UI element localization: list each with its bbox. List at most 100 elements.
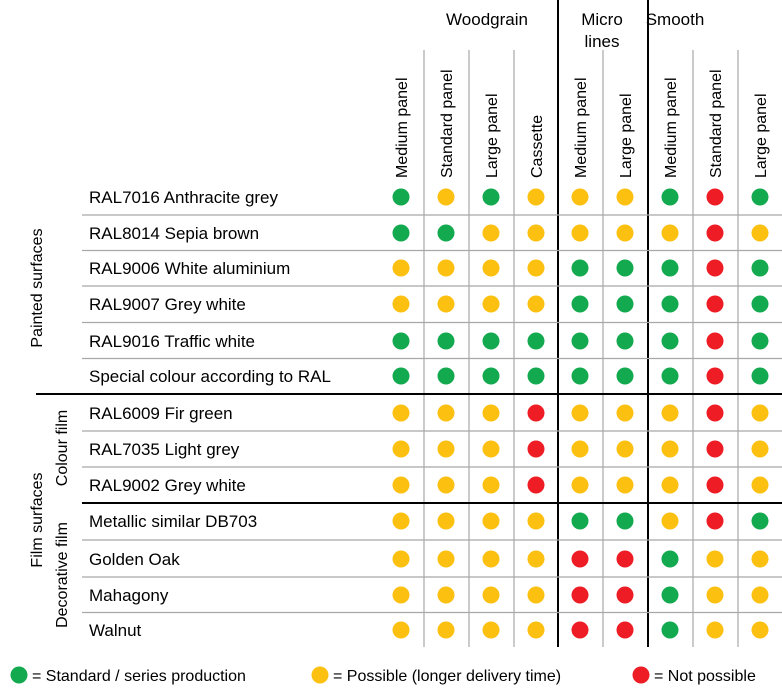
column-header: Large panel — [618, 93, 635, 178]
availability-dot — [527, 586, 545, 604]
availability-dot — [706, 586, 724, 604]
legend-text: = Standard / series production — [32, 668, 246, 685]
availability-dot — [571, 476, 589, 494]
availability-dot — [392, 550, 410, 568]
availability-dot — [616, 440, 634, 458]
availability-dot — [482, 259, 500, 277]
availability-dot — [751, 476, 769, 494]
availability-dot — [527, 295, 545, 313]
availability-dot — [392, 188, 410, 206]
availability-dot — [706, 440, 724, 458]
column-header: Cassette — [529, 115, 546, 178]
availability-dot — [482, 295, 500, 313]
availability-dot — [437, 404, 455, 422]
table-row: RAL8014 Sepia brown — [89, 224, 769, 243]
availability-dot — [392, 367, 410, 385]
availability-dot — [482, 332, 500, 350]
row-label: Walnut — [89, 621, 142, 640]
availability-dot — [661, 440, 679, 458]
availability-dot — [527, 332, 545, 350]
availability-dot — [437, 440, 455, 458]
availability-dot — [706, 295, 724, 313]
availability-dot — [661, 512, 679, 530]
availability-dot — [616, 332, 634, 350]
availability-dot — [661, 295, 679, 313]
availability-dot — [751, 621, 769, 639]
availability-dot — [482, 404, 500, 422]
availability-dot — [751, 295, 769, 313]
row-label: RAL9002 Grey white — [89, 476, 246, 495]
legend-dot — [311, 666, 329, 684]
availability-dot — [571, 550, 589, 568]
availability-dot — [571, 259, 589, 277]
availability-dot — [437, 586, 455, 604]
availability-dot — [482, 440, 500, 458]
availability-dot — [437, 621, 455, 639]
availability-dot — [527, 440, 545, 458]
availability-dot — [751, 586, 769, 604]
decorative-film-label: Decorative film — [54, 522, 71, 628]
row-label: Golden Oak — [89, 550, 180, 569]
availability-dot — [616, 512, 634, 530]
table-row: RAL6009 Fir green — [89, 404, 769, 423]
availability-dot — [392, 295, 410, 313]
column-header: Standard panel — [708, 69, 725, 178]
availability-dot — [706, 259, 724, 277]
row-label: RAL9016 Traffic white — [89, 332, 255, 351]
table-row: Walnut — [89, 621, 769, 640]
availability-dot — [392, 440, 410, 458]
availability-dot — [527, 621, 545, 639]
availability-dot — [482, 224, 500, 242]
availability-dot — [616, 259, 634, 277]
availability-dot — [751, 188, 769, 206]
legend-item: = Standard / series production — [10, 666, 246, 685]
availability-dot — [392, 621, 410, 639]
availability-dot — [661, 367, 679, 385]
availability-dot — [482, 586, 500, 604]
row-label: RAL6009 Fir green — [89, 404, 233, 423]
availability-dot — [751, 332, 769, 350]
availability-dot — [616, 586, 634, 604]
availability-dot — [437, 512, 455, 530]
availability-dot — [616, 476, 634, 494]
row-label: Metallic similar DB703 — [89, 512, 257, 531]
painted-surfaces-label: Painted surfaces — [29, 228, 46, 347]
availability-dot — [571, 512, 589, 530]
availability-dot — [616, 188, 634, 206]
availability-dot — [706, 224, 724, 242]
row-label: RAL9007 Grey white — [89, 295, 246, 314]
availability-dot — [527, 367, 545, 385]
availability-dot — [437, 224, 455, 242]
availability-dot — [571, 188, 589, 206]
film-surfaces-label: Film surfaces — [29, 472, 46, 567]
availability-dot — [661, 404, 679, 422]
availability-dot — [392, 259, 410, 277]
row-label: RAL7035 Light grey — [89, 440, 240, 459]
table-row: RAL9006 White aluminium — [89, 259, 769, 278]
availability-dot — [527, 224, 545, 242]
availability-dot — [751, 259, 769, 277]
availability-dot — [661, 224, 679, 242]
group-header: Micro — [581, 10, 623, 29]
row-label: Mahagony — [89, 586, 169, 605]
column-header: Large panel — [484, 93, 501, 178]
availability-dot — [437, 550, 455, 568]
availability-dot — [706, 476, 724, 494]
availability-dot — [661, 259, 679, 277]
column-header: Medium panel — [394, 78, 411, 179]
availability-dot — [616, 621, 634, 639]
table-row: Metallic similar DB703 — [89, 512, 769, 531]
availability-dot — [706, 512, 724, 530]
availability-dot — [392, 512, 410, 530]
availability-dot — [392, 404, 410, 422]
legend-item: = Not possible — [632, 666, 756, 685]
column-header: Medium panel — [663, 78, 680, 179]
availability-dot — [616, 404, 634, 422]
availability-dot — [482, 476, 500, 494]
availability-dot — [527, 404, 545, 422]
group-header: lines — [585, 32, 620, 51]
availability-dot — [571, 332, 589, 350]
table-row: Mahagony — [89, 586, 769, 605]
availability-dot — [706, 550, 724, 568]
availability-dot — [616, 295, 634, 313]
